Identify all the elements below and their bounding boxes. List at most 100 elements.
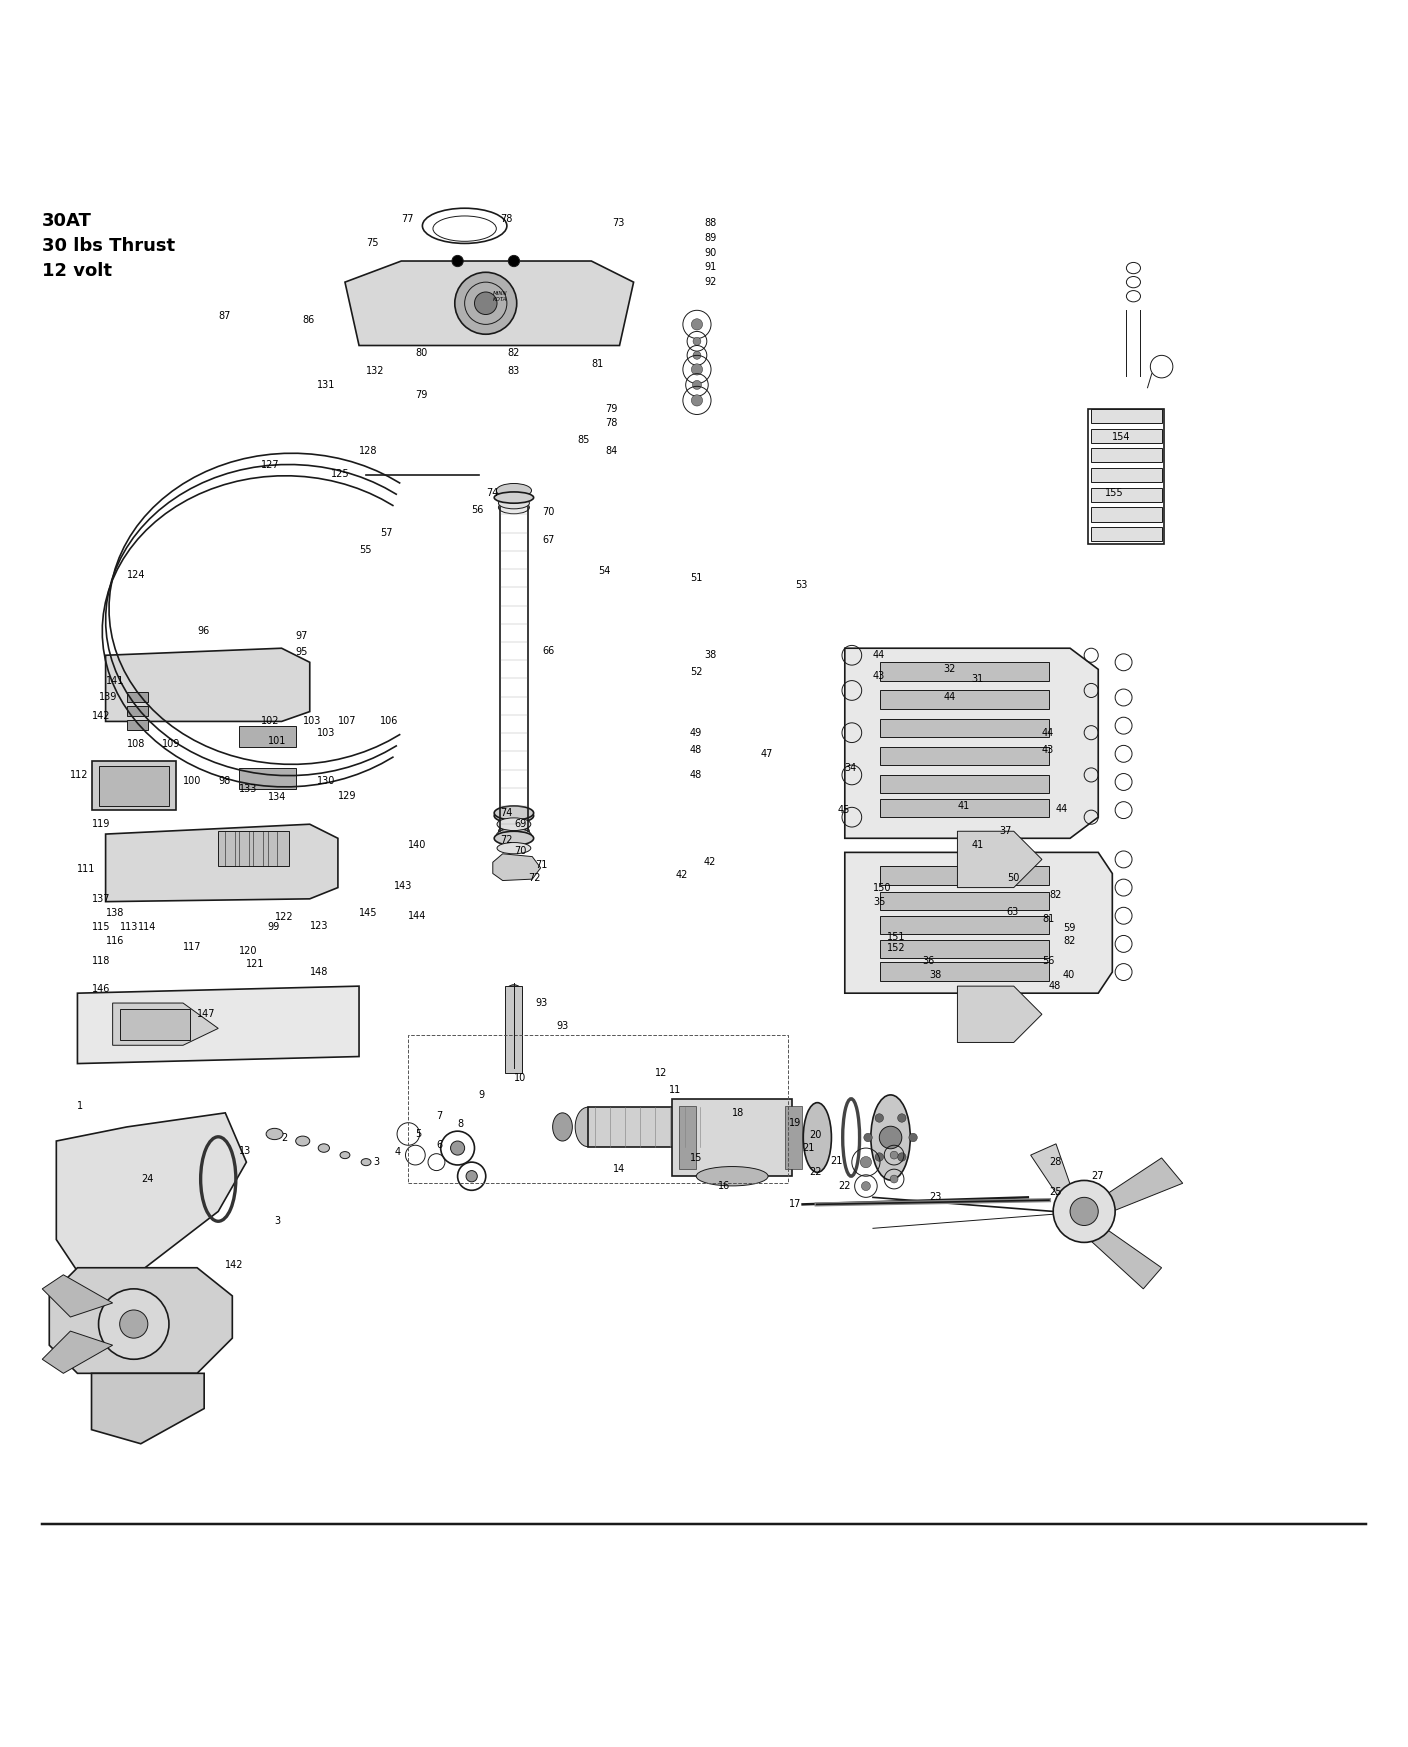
Ellipse shape xyxy=(870,1095,911,1179)
Text: 56: 56 xyxy=(1042,956,1055,966)
Bar xyxy=(680,1106,697,1169)
Polygon shape xyxy=(77,985,359,1064)
Text: 34: 34 xyxy=(845,763,857,772)
Text: 72: 72 xyxy=(500,835,513,846)
Bar xyxy=(218,832,289,867)
Polygon shape xyxy=(92,1373,204,1443)
Text: 150: 150 xyxy=(873,882,891,893)
Ellipse shape xyxy=(318,1144,329,1153)
Text: 148: 148 xyxy=(310,968,328,977)
Ellipse shape xyxy=(697,1167,769,1186)
Bar xyxy=(880,867,1049,884)
Text: 131: 131 xyxy=(317,379,335,390)
Text: 139: 139 xyxy=(99,692,117,702)
Text: 77: 77 xyxy=(401,213,414,224)
Polygon shape xyxy=(845,648,1098,839)
Text: 137: 137 xyxy=(92,894,110,903)
Text: 40: 40 xyxy=(1063,970,1076,980)
Text: 3: 3 xyxy=(373,1157,379,1167)
Bar xyxy=(120,1008,190,1039)
Polygon shape xyxy=(1031,1144,1077,1214)
Ellipse shape xyxy=(266,1129,283,1139)
Text: 113: 113 xyxy=(120,922,138,931)
Circle shape xyxy=(691,318,703,330)
Circle shape xyxy=(910,1134,918,1143)
Bar xyxy=(1091,528,1162,542)
Ellipse shape xyxy=(803,1102,832,1172)
Text: 22: 22 xyxy=(838,1181,850,1191)
Text: 6: 6 xyxy=(436,1141,442,1150)
Bar xyxy=(1091,449,1162,463)
Text: 54: 54 xyxy=(598,566,611,577)
Text: 98: 98 xyxy=(218,776,231,786)
Text: 59: 59 xyxy=(1063,924,1076,933)
Text: 72: 72 xyxy=(528,874,541,882)
Text: 48: 48 xyxy=(1049,982,1062,991)
Text: 101: 101 xyxy=(268,735,286,746)
Text: 91: 91 xyxy=(704,262,717,271)
Text: 142: 142 xyxy=(225,1260,244,1270)
Circle shape xyxy=(890,1176,898,1183)
Polygon shape xyxy=(49,1268,232,1373)
Text: 44: 44 xyxy=(943,692,956,702)
Circle shape xyxy=(1070,1197,1098,1225)
Text: 81: 81 xyxy=(591,358,604,369)
Circle shape xyxy=(876,1153,884,1162)
Ellipse shape xyxy=(697,1129,769,1148)
Text: 130: 130 xyxy=(317,776,335,786)
Text: 47: 47 xyxy=(760,749,773,758)
Text: 70: 70 xyxy=(542,507,555,517)
Text: 144: 144 xyxy=(408,910,427,921)
Text: 2: 2 xyxy=(282,1134,287,1143)
Circle shape xyxy=(474,292,497,314)
Text: 80: 80 xyxy=(415,348,428,358)
Text: 118: 118 xyxy=(92,956,110,966)
Text: 132: 132 xyxy=(366,365,384,376)
Polygon shape xyxy=(42,1275,113,1317)
Bar xyxy=(880,963,1049,980)
Text: 142: 142 xyxy=(92,711,110,722)
Ellipse shape xyxy=(496,484,532,498)
Text: 147: 147 xyxy=(197,1010,215,1019)
Text: 38: 38 xyxy=(704,650,717,660)
Polygon shape xyxy=(113,1003,218,1045)
Text: MINN
KOTA: MINN KOTA xyxy=(493,290,507,302)
Text: 140: 140 xyxy=(408,840,427,851)
Text: 25: 25 xyxy=(1049,1186,1062,1197)
Bar xyxy=(239,769,296,790)
Text: 97: 97 xyxy=(296,631,308,641)
Bar xyxy=(1091,487,1162,501)
Circle shape xyxy=(693,381,701,390)
Bar xyxy=(880,746,1049,765)
Text: 90: 90 xyxy=(704,248,717,257)
Text: 35: 35 xyxy=(873,896,886,907)
Bar xyxy=(225,832,235,867)
Text: 146: 146 xyxy=(92,984,110,994)
Bar xyxy=(268,832,277,867)
Polygon shape xyxy=(957,832,1042,887)
Text: 36: 36 xyxy=(922,956,935,966)
Text: 56: 56 xyxy=(472,505,484,515)
Text: 134: 134 xyxy=(268,793,286,802)
Ellipse shape xyxy=(497,842,531,854)
Text: 9: 9 xyxy=(479,1090,484,1099)
Ellipse shape xyxy=(496,828,532,842)
Text: 129: 129 xyxy=(338,791,356,802)
Text: 53: 53 xyxy=(796,580,808,590)
Text: 127: 127 xyxy=(260,459,279,470)
Bar xyxy=(1091,428,1162,442)
Text: 41: 41 xyxy=(972,840,984,851)
Bar xyxy=(880,662,1049,681)
Polygon shape xyxy=(1091,1158,1183,1214)
Bar xyxy=(99,767,169,805)
Circle shape xyxy=(879,1127,903,1150)
Text: 11: 11 xyxy=(669,1085,681,1095)
Text: 13: 13 xyxy=(239,1146,252,1157)
Ellipse shape xyxy=(296,1136,310,1146)
Text: 12 volt: 12 volt xyxy=(42,262,113,281)
Text: 7: 7 xyxy=(436,1111,442,1120)
Text: 85: 85 xyxy=(577,435,590,445)
Ellipse shape xyxy=(498,498,529,508)
Circle shape xyxy=(865,1134,873,1143)
Text: 152: 152 xyxy=(887,943,905,954)
